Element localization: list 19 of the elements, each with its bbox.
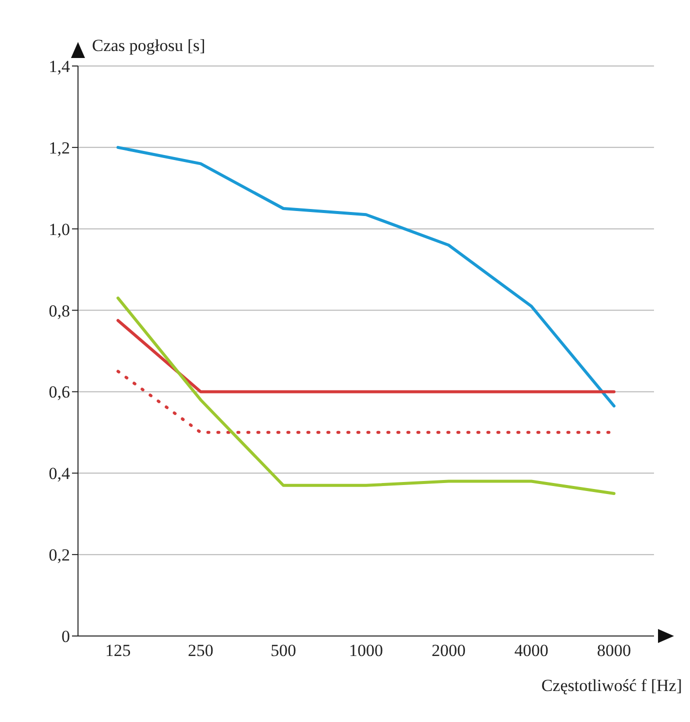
- x-tick-label: 250: [188, 641, 214, 660]
- x-tick-label: 4000: [514, 641, 548, 660]
- x-tick-label: 1000: [349, 641, 383, 660]
- x-tick-label: 8000: [597, 641, 631, 660]
- x-tick-label: 125: [105, 641, 131, 660]
- y-tick-label: 0,4: [48, 464, 70, 484]
- x-axis-title: Częstotliwość f [Hz]: [541, 676, 682, 696]
- y-tick-label: 1,0: [48, 220, 70, 239]
- x-tick-label: 500: [270, 641, 296, 660]
- line-series: [116, 296, 616, 495]
- y-tick-label: 1,4: [48, 57, 70, 76]
- x-tick-label: 2000: [432, 641, 466, 660]
- y-tick-label: 0,2: [48, 546, 70, 565]
- y-tick-label: 0: [62, 627, 70, 646]
- y-tick-label: 0,6: [48, 382, 70, 402]
- y-tick-label: 1,2: [48, 138, 70, 158]
- line-series: [116, 146, 616, 408]
- y-tick-label: 0,8: [48, 301, 70, 320]
- y-axis-title: Czas pogłosu [s]: [92, 36, 206, 56]
